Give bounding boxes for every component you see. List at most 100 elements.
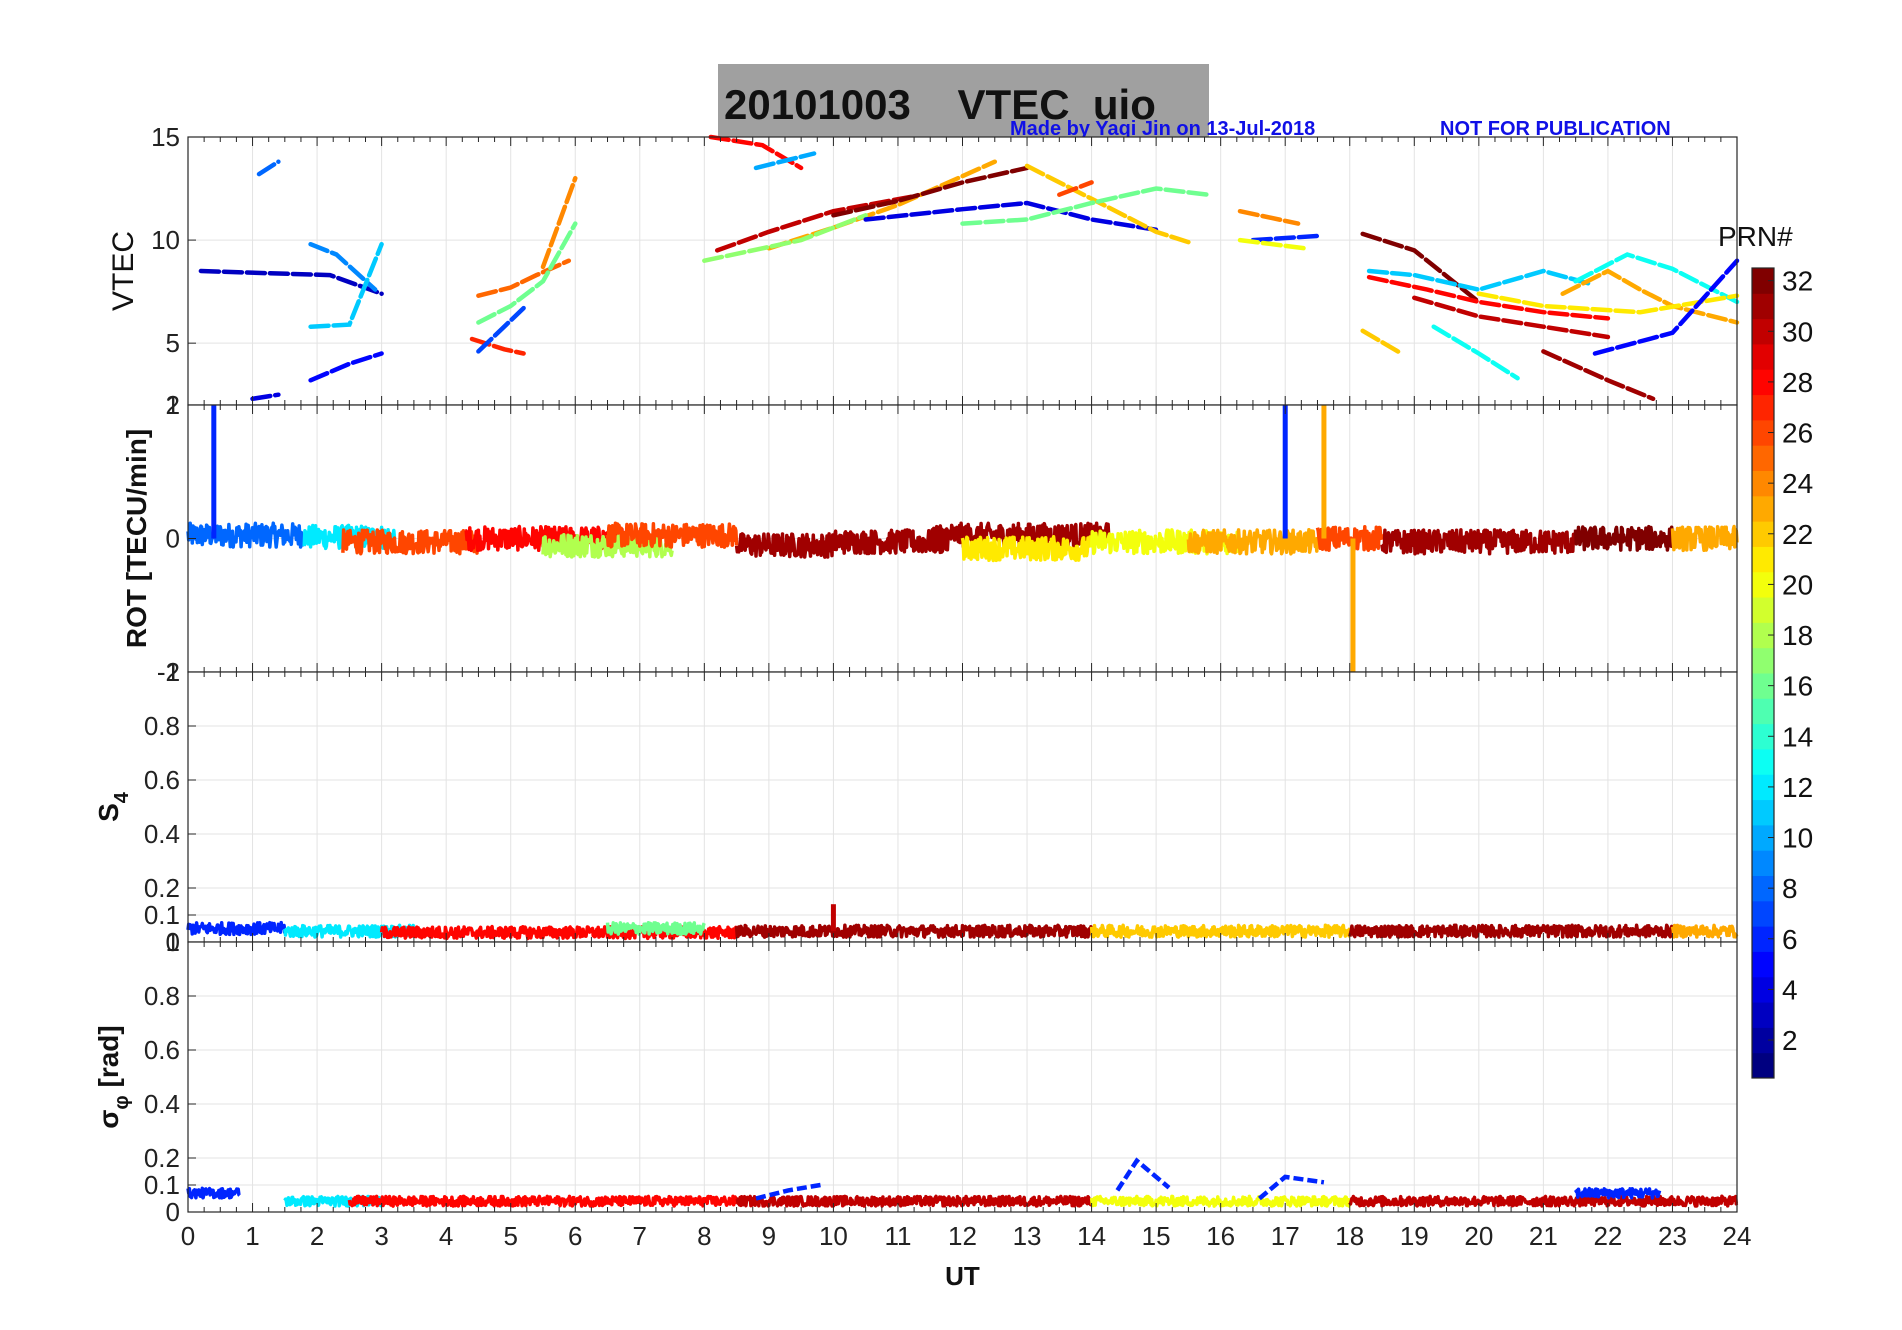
colorbar-step bbox=[1752, 698, 1774, 725]
rot-trace-prn-31 bbox=[734, 532, 836, 559]
x-tick-label: 17 bbox=[1271, 1221, 1300, 1251]
s4-ytick-label: 1 bbox=[166, 657, 180, 687]
vtec-series-prn-16 bbox=[476, 221, 578, 325]
colorbar-step bbox=[1752, 748, 1774, 775]
colorbar-step bbox=[1752, 470, 1774, 497]
colorbar-step bbox=[1752, 723, 1774, 750]
colorbar-step bbox=[1752, 824, 1774, 851]
x-tick-label: 20 bbox=[1464, 1221, 1493, 1251]
vtec-series-prn-31 bbox=[1541, 349, 1656, 402]
s4-panel: 00.10.2 0.4 0.6 0.8 1 S4 bbox=[93, 657, 1739, 957]
colorbar-tick-label: 8 bbox=[1782, 873, 1798, 904]
sigma-ylabel-sub: φ bbox=[111, 1095, 133, 1109]
vtec-series-prn-4 bbox=[863, 200, 1159, 233]
colorbar-step bbox=[1752, 850, 1774, 876]
vtec-series-prn-24 bbox=[540, 175, 578, 270]
x-tick-label: 13 bbox=[1013, 1221, 1042, 1251]
rot-trace-prn-32 bbox=[1573, 524, 1675, 552]
x-tick-label: 16 bbox=[1206, 1221, 1235, 1251]
rot-trace-prn-21 bbox=[960, 535, 1094, 563]
colorbar-tick-label: 32 bbox=[1782, 266, 1813, 297]
colorbar-tick-label: 24 bbox=[1782, 468, 1813, 499]
rot-trace-prn-31 bbox=[831, 528, 952, 556]
vtec-series-prn-10 bbox=[753, 151, 817, 171]
x-tick-label: 10 bbox=[819, 1221, 848, 1251]
s4-ytick-label: 0.2 bbox=[144, 873, 180, 903]
x-tick-label: 15 bbox=[1142, 1221, 1171, 1251]
x-tick-label: 21 bbox=[1529, 1221, 1558, 1251]
colorbar-tick-label: 4 bbox=[1782, 974, 1798, 1005]
s4-ytick-label: 0.4 bbox=[144, 819, 180, 849]
colorbar-step bbox=[1752, 369, 1774, 396]
sigma-trace-prn-6 bbox=[186, 1186, 241, 1200]
colorbar-title: PRN# bbox=[1718, 221, 1793, 252]
colorbar-step bbox=[1752, 1002, 1774, 1028]
colorbar-tick-label: 12 bbox=[1782, 772, 1813, 803]
s4-ylabel-main: S bbox=[93, 803, 124, 822]
sigma-bump-prn-6 bbox=[755, 1182, 821, 1201]
colorbar-step bbox=[1752, 774, 1774, 801]
s4-trace-prn-31 bbox=[734, 923, 1094, 939]
vtec-series-prn-24 bbox=[1237, 208, 1301, 226]
title-group: 20101003 VTEC uio Made by Yaqi Jin on 13… bbox=[718, 64, 1671, 142]
sigma-ytick-label: 0.1 bbox=[144, 1170, 180, 1200]
vtec-series-prn-22 bbox=[1024, 163, 1191, 245]
colorbar-step bbox=[1752, 318, 1774, 345]
credit-text: Made by Yaqi Jin on 13-Jul-2018 bbox=[1010, 118, 1315, 140]
vtec-series-prn-13 bbox=[1431, 324, 1520, 381]
x-tick-label: 14 bbox=[1077, 1221, 1106, 1251]
chart-title: 20101003 VTEC uio bbox=[724, 81, 1156, 128]
colorbar-step bbox=[1752, 1027, 1774, 1054]
rot-trace-prn-23 bbox=[1670, 524, 1739, 553]
s4-ytick-label: 0.1 bbox=[144, 900, 180, 930]
vtec-series-prn-32 bbox=[831, 165, 1030, 218]
sigma-ytick-label: 0.6 bbox=[144, 1035, 180, 1065]
colorbar-step bbox=[1752, 951, 1774, 978]
x-tick-label: 6 bbox=[568, 1221, 582, 1251]
s4-trace-prn-23 bbox=[1670, 923, 1739, 939]
sigma-trace-prn-6 bbox=[1574, 1186, 1662, 1200]
vtec-series-prn-3 bbox=[198, 268, 384, 296]
vtec-series-prn-26 bbox=[1057, 180, 1094, 197]
colorbar-tick-label: 16 bbox=[1782, 671, 1813, 702]
vtec-series-prn-30 bbox=[1412, 295, 1611, 340]
sigma-trace-prn-30 bbox=[1348, 1194, 1739, 1208]
colorbar-step bbox=[1752, 268, 1774, 294]
colorbar-step bbox=[1752, 394, 1774, 421]
rot-trace-prn-26 bbox=[605, 521, 739, 549]
colorbar-tick-label: 28 bbox=[1782, 367, 1813, 398]
vtec-data bbox=[198, 134, 1740, 402]
vtec-ylabel: VTEC bbox=[107, 231, 140, 311]
s4-ytick-label: 0 bbox=[166, 927, 180, 957]
x-tick-label: 24 bbox=[1723, 1221, 1752, 1251]
rot-trace-prn-26 bbox=[341, 528, 481, 556]
vtec-series-prn-11 bbox=[308, 241, 384, 329]
colorbar-frame bbox=[1751, 267, 1775, 1079]
colorbar-step bbox=[1752, 546, 1774, 573]
vtec-series-prn-7 bbox=[476, 305, 526, 354]
vtec-series-prn-20 bbox=[1237, 237, 1307, 251]
s4-ytick-label: 0.6 bbox=[144, 765, 180, 795]
colorbar-step bbox=[1752, 622, 1774, 649]
colorbar-step bbox=[1752, 673, 1774, 699]
colorbar-tick-label: 10 bbox=[1782, 823, 1813, 854]
x-tick-label: 5 bbox=[503, 1221, 517, 1251]
x-tick-label: 3 bbox=[374, 1221, 388, 1251]
sigma-ytick-label: 0.4 bbox=[144, 1089, 180, 1119]
s4-trace-prn-31 bbox=[1348, 923, 1675, 939]
colorbar-step bbox=[1752, 445, 1774, 471]
colorbar-tick-label: 2 bbox=[1782, 1025, 1798, 1056]
vtec-series-prn-9 bbox=[308, 241, 378, 292]
colorbar-step bbox=[1752, 597, 1774, 623]
vtec-series-prn-32 bbox=[1360, 231, 1482, 305]
colorbar-step bbox=[1752, 343, 1774, 370]
rot-ytick-label-overlap: -1 bbox=[157, 657, 180, 687]
rot-ytick-label: 2 bbox=[166, 390, 180, 420]
x-tick-label: 12 bbox=[948, 1221, 977, 1251]
colorbar-step bbox=[1752, 1052, 1774, 1079]
x-tick-label: 2 bbox=[310, 1221, 324, 1251]
title-box bbox=[718, 64, 1209, 142]
rot-ytick-label: -2 bbox=[157, 657, 180, 687]
x-tick-label: 1 bbox=[245, 1221, 259, 1251]
